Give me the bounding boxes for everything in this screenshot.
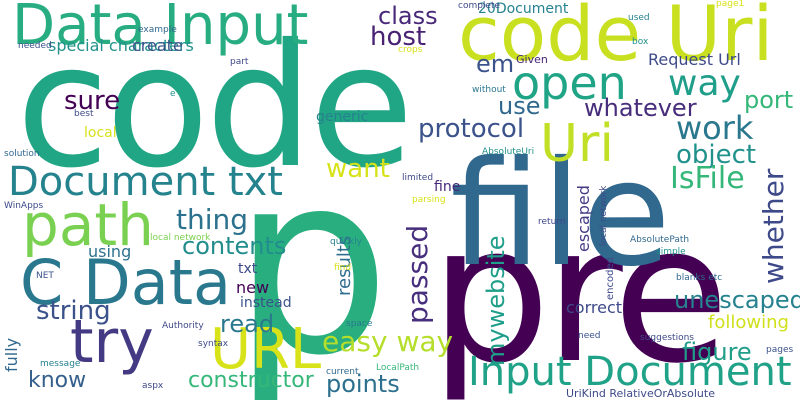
word-contents: contents	[182, 232, 287, 260]
word-path: path	[22, 191, 154, 259]
word-create: local	[84, 125, 117, 141]
word-blanks-etc: blanks etc	[676, 273, 723, 283]
word-unescaped: passed	[401, 224, 434, 324]
word-results: special characters	[48, 36, 194, 55]
word-simple: simple	[656, 247, 686, 257]
word-local-network: Request Url	[648, 50, 741, 69]
word-find: return	[538, 217, 566, 227]
word-e: generic	[316, 109, 369, 125]
word-message: message	[40, 359, 81, 369]
word-read: figure	[682, 338, 752, 366]
word-constructor: string	[36, 296, 111, 326]
word-isfile: IsFile	[670, 161, 745, 196]
word-aspx: aspx	[142, 381, 164, 391]
word-c-data: C Data	[20, 246, 232, 319]
word-quickly: find	[334, 263, 352, 273]
word-data-input: Data Input	[12, 0, 309, 58]
word-urikind-relativeorabsolute: UriKind RelativeOrAbsolute	[566, 387, 715, 400]
word-p: p	[232, 119, 391, 400]
word-pages: pages	[766, 345, 794, 355]
word-absoluteuri: WinApps	[4, 201, 44, 211]
word-net: NET	[36, 271, 54, 281]
word-crops: without	[472, 85, 506, 95]
word-using: instead	[240, 295, 292, 311]
word-way: way	[668, 63, 741, 104]
word-absolutepath: encoded	[605, 257, 616, 300]
word-used: box	[632, 37, 649, 47]
word-input-document: Input Document	[468, 349, 792, 395]
word-following: whether	[757, 168, 790, 284]
word-correct: 20Document	[478, 1, 569, 17]
word-part: e	[170, 89, 176, 99]
word-syntax: syntax	[198, 339, 229, 349]
word-passed: constructor	[188, 368, 314, 393]
word-generic: AbsoluteUri	[482, 147, 535, 157]
word-whatever: whatever	[584, 94, 697, 122]
word-object: object	[676, 140, 757, 170]
word-know: read	[220, 310, 275, 338]
word-figure: unescaped	[674, 286, 800, 314]
word-20document: using	[88, 242, 132, 261]
word-needed: part	[230, 57, 249, 67]
word-solution: limited	[402, 173, 434, 183]
word-code: code	[16, 8, 414, 206]
word-given: txt	[238, 261, 258, 277]
word-want: want	[326, 154, 390, 184]
word-special-characters: Given	[516, 53, 548, 66]
word-authority: Authority	[162, 321, 204, 331]
word-limited: parsing	[412, 195, 446, 205]
word-fully: correct	[566, 298, 623, 317]
word-box: crops	[398, 45, 423, 55]
word-use: use	[498, 92, 541, 120]
word-sure: sure	[64, 86, 121, 116]
word-local: new	[236, 278, 270, 297]
word-easy-way: following	[708, 312, 789, 333]
word-try: try	[70, 307, 154, 377]
word-whether: points	[326, 370, 400, 398]
word-space: space	[346, 319, 373, 329]
word-class: class	[378, 2, 438, 30]
word-localpath: LocalPath	[376, 363, 420, 373]
word-file: file	[450, 130, 671, 299]
word-points: know	[28, 368, 87, 393]
word-best: solution	[4, 149, 40, 159]
word-pre: pre	[430, 184, 729, 400]
word-work: work	[676, 109, 754, 147]
word-encoded: create	[132, 36, 183, 55]
word-example: used	[628, 13, 650, 23]
word-winapps-2: local network	[150, 233, 211, 243]
word-protocol: protocol	[418, 114, 525, 144]
word-fine: complete	[458, 1, 501, 11]
word-page1: needed	[18, 41, 52, 51]
word-new: fine	[434, 179, 461, 195]
word-parsing: quickly	[330, 237, 362, 247]
word-uri: Uri	[540, 114, 614, 174]
word-instead: example	[138, 25, 177, 35]
word-complete: page1	[716, 0, 745, 9]
word-open: open	[512, 56, 627, 110]
word-port: port	[744, 86, 794, 114]
word-thing: thing	[176, 203, 249, 236]
word-without: best	[74, 109, 94, 119]
word-em: em	[476, 50, 515, 78]
word-mywebsite: mywebsite	[482, 235, 510, 366]
word-code-uri: code Uri	[458, 0, 774, 78]
word-url: URL	[210, 317, 322, 382]
word-request-url: fully	[2, 337, 21, 372]
word-document-txt: Document txt	[8, 159, 283, 205]
word-string: easy way	[322, 325, 454, 358]
word-suggestions: suggestions	[640, 333, 694, 343]
word-escaped: escaped	[574, 185, 593, 252]
word-host: host	[370, 22, 427, 52]
word-need: need	[578, 331, 601, 341]
word-winapps: local network	[599, 185, 609, 246]
word-current: current	[326, 367, 359, 377]
word-return: AbsolutePath	[630, 235, 690, 245]
